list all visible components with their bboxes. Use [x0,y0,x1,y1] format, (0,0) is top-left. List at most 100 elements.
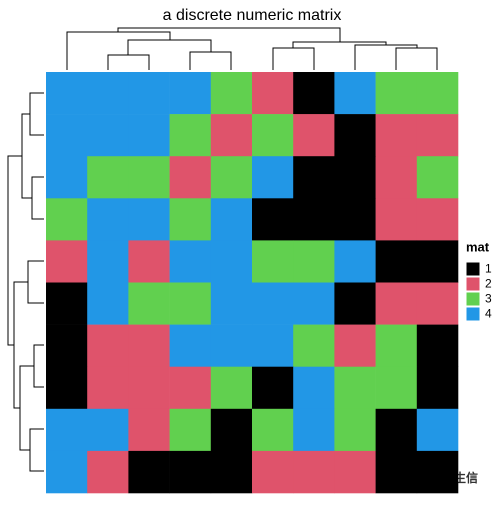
heatmap-cell [334,72,376,115]
heatmap-cell [87,198,129,241]
heatmap-cell [128,156,170,199]
heatmap-cell [169,408,212,452]
heatmap-cell [293,324,335,367]
legend-swatch [465,306,481,322]
heatmap-cell [46,324,88,367]
heatmap-cell [293,156,335,199]
heatmap-cell [334,324,376,367]
heatmap-cell [293,72,335,115]
heatmap-cell [293,198,335,241]
heatmap-cell [375,72,418,115]
heatmap-cell [210,240,253,283]
heatmap-cell [128,240,170,283]
heatmap-cell [87,366,129,410]
heatmap-cell [128,282,170,325]
legend-swatch [465,291,481,307]
heatmap-cell [87,156,129,199]
heatmap-cell [375,324,418,367]
heatmap-cell [293,450,335,494]
heatmap-cell [293,240,335,283]
heatmap-cell [334,450,376,494]
heatmap-cell [128,408,170,452]
heatmap-cell [375,282,418,325]
heatmap-cell [416,72,459,115]
heatmap-cell [169,240,212,283]
heatmap-cell [87,450,129,494]
legend-label: 1 [485,262,492,276]
heatmap-cell [252,282,294,325]
heatmap-cell [87,282,129,325]
heatmap-cell [210,198,253,241]
column-dendrogram [66,27,438,70]
heatmap-cell [210,450,253,494]
legend-label: 2 [485,277,492,291]
heatmap-cell [252,156,294,199]
heatmap-cell [416,366,459,410]
heatmap-cell [46,114,88,157]
heatmap-cell [334,114,376,157]
heatmap-cell [375,240,418,283]
heatmap-cell [46,156,88,199]
heatmap-cell [252,324,294,367]
heatmap-cell [128,366,170,410]
heatmap-cell [252,366,294,410]
heatmap-cell [416,198,459,241]
heatmap-cell [128,324,170,367]
heatmap-cell [46,282,88,325]
chart-title: a discrete numeric matrix [163,7,342,24]
heatmap-cell [252,72,294,115]
heatmap-cell [375,408,418,452]
heatmap-cell [210,72,253,115]
heatmap-cell [169,198,212,241]
heatmap-cell [334,156,376,199]
heatmap-cell [293,282,335,325]
legend-swatch [465,261,481,277]
heatmap-cell [210,282,253,325]
heatmap-cell [375,156,418,199]
legend-label: 4 [485,307,492,321]
legend-title: mat [466,239,490,254]
heatmap-cell [210,408,253,452]
heatmap-cell [416,282,459,325]
heatmap-cell [252,240,294,283]
heatmap-cell [210,366,253,410]
heatmap-cell [375,366,418,410]
heatmap-cell [87,114,129,157]
heatmap-cell [210,114,253,157]
heatmap-cell [210,324,253,367]
heatmap-cell [252,450,294,494]
heatmap-cell [416,240,459,283]
heatmap-cell [87,408,129,452]
heatmap-cell [293,408,335,452]
heatmap-cell [169,282,212,325]
heatmap-cell [293,366,335,410]
heatmap-cell [375,450,418,494]
heatmap-cell [210,156,253,199]
legend-swatch [465,276,481,292]
legend-label: 3 [485,292,492,306]
heatmap-cell [46,366,88,410]
heatmap-cell [375,114,418,157]
heatmap-cell [46,72,88,115]
heatmap-cell [128,72,170,115]
heatmap-cell [87,72,129,115]
heatmap-cell [416,156,459,199]
heatmap-cell [169,114,212,157]
heatmap-cell [169,72,212,115]
heatmap-cell [416,324,459,367]
heatmap-cell [46,198,88,241]
heatmap-cell [46,240,88,283]
heatmap-cell [334,198,376,241]
heatmap-cell [334,240,376,283]
heatmap-cell [169,156,212,199]
heatmap-cell [416,408,459,452]
heatmap-cell [87,324,129,367]
heatmap-cell [46,450,88,494]
heatmap-cell [169,324,212,367]
heatmap-cell [416,450,459,494]
heatmap-cell [334,408,376,452]
heatmap-cell [169,450,212,494]
heatmap-cell [128,198,170,241]
